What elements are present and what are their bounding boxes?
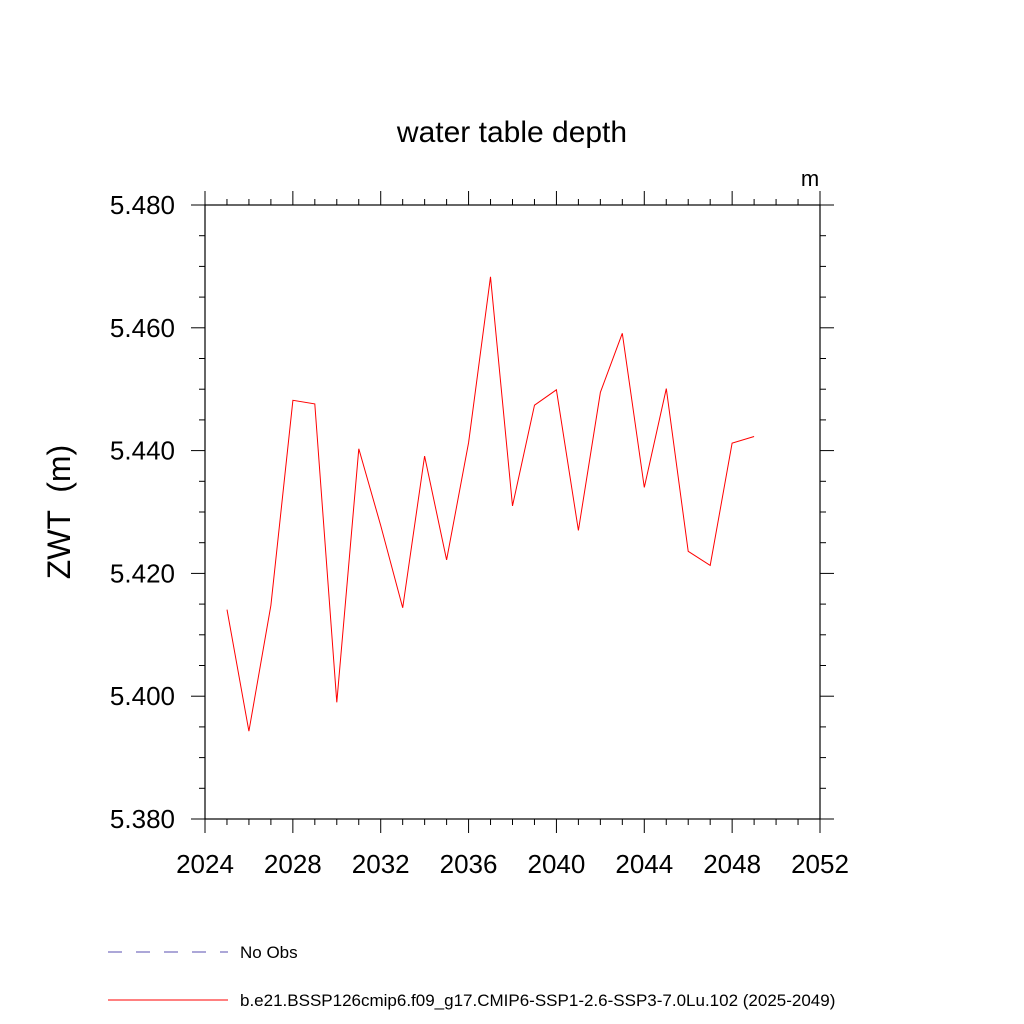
legend: No Obs b.e21.BSSP126cmip6.f09_g17.CMIP6-S… <box>108 943 835 1010</box>
y-tick-label: 5.380 <box>110 804 175 834</box>
x-tick-label: 2024 <box>176 849 234 879</box>
y-tick-label: 5.420 <box>110 558 175 588</box>
x-tick-label: 2052 <box>791 849 849 879</box>
axes: 2024 2028 2032 2036 2040 2044 2048 2052 5.380 5.4… <box>110 190 849 879</box>
y-axis-label: ZWT (m) <box>41 445 77 579</box>
units-label: m <box>801 166 819 191</box>
x-tick-label: 2044 <box>615 849 673 879</box>
x-tick-label: 2048 <box>703 849 761 879</box>
x-tick-label: 2028 <box>264 849 322 879</box>
series-line <box>226 276 755 732</box>
x-tick-label: 2032 <box>352 849 410 879</box>
legend-label: No Obs <box>240 943 298 962</box>
x-tick-label: 2040 <box>528 849 586 879</box>
series-layer <box>226 276 755 732</box>
y-tick-label: 5.400 <box>110 681 175 711</box>
y-tick-label: 5.480 <box>110 190 175 220</box>
legend-label: b.e21.BSSP126cmip6.f09_g17.CMIP6-SSP1-2.… <box>240 991 835 1010</box>
y-tick-label: 5.440 <box>110 436 175 466</box>
y-tick-label: 5.460 <box>110 313 175 343</box>
plot-frame <box>204 204 821 820</box>
x-tick-label: 2036 <box>440 849 498 879</box>
chart-title: water table depth <box>396 116 627 149</box>
